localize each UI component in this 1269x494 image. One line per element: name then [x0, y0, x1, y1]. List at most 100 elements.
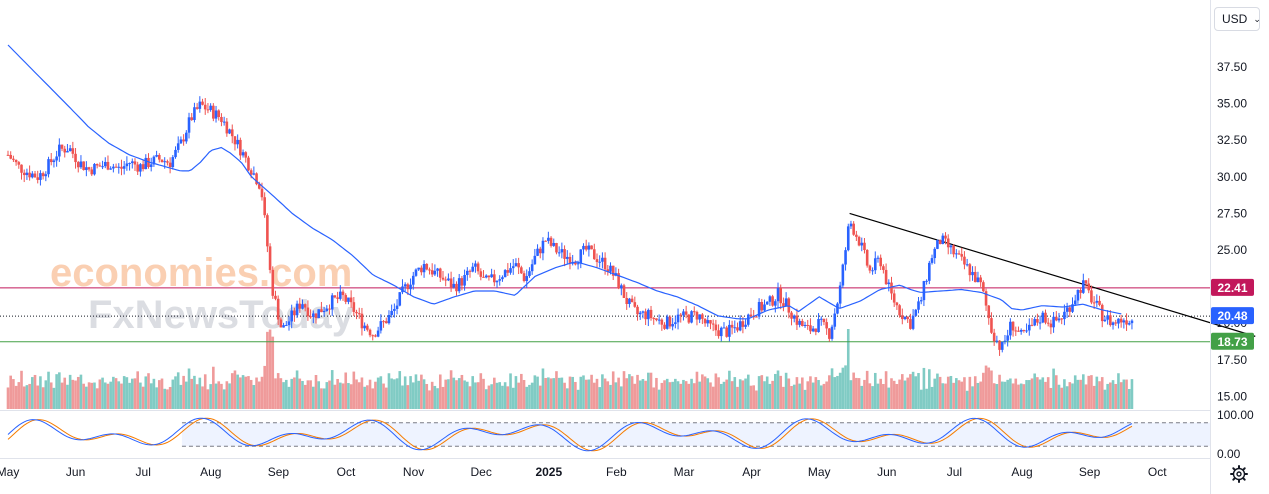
volume-bar: [139, 382, 142, 409]
candle-body: [195, 107, 199, 109]
candle-body: [990, 318, 993, 333]
candle-body: [876, 257, 880, 259]
candle-body: [963, 256, 966, 265]
volume-bar: [447, 379, 450, 409]
volume-bar: [312, 386, 315, 409]
gear-icon[interactable]: [1229, 464, 1249, 484]
candle-body: [436, 268, 439, 271]
candle-body: [1111, 322, 1115, 326]
volume-bar: [474, 382, 477, 409]
x-tick-label: Oct: [1148, 465, 1167, 479]
candle-body: [979, 277, 982, 283]
volume-bar: [36, 385, 40, 409]
candle-body: [122, 166, 126, 169]
volume-bar: [493, 377, 496, 409]
candle-body: [449, 278, 453, 288]
candle-body: [141, 164, 145, 170]
candle-body: [936, 240, 939, 249]
candle-body: [433, 270, 437, 275]
volume-bar: [882, 383, 885, 409]
volume-bar: [768, 383, 772, 409]
volume-bar: [592, 382, 596, 409]
volume-bar: [274, 378, 277, 409]
currency-select[interactable]: USD ⌄: [1214, 7, 1261, 31]
volume-bar: [117, 381, 121, 409]
candle-body: [701, 314, 704, 319]
volume-bar: [992, 383, 996, 409]
candle-body: [1060, 318, 1064, 320]
candle-body: [33, 173, 37, 178]
volume-bar: [106, 383, 110, 409]
volume-bar: [536, 376, 539, 409]
candle-body: [460, 278, 464, 286]
candle-body: [906, 316, 910, 320]
volume-bar: [549, 378, 553, 409]
volume-bar: [717, 377, 720, 409]
candle-body: [1049, 323, 1053, 328]
volume-bar: [787, 378, 791, 409]
candle-body: [533, 255, 537, 265]
volume-bar: [638, 380, 642, 409]
candle-body: [28, 172, 31, 178]
volume-bar: [895, 384, 899, 409]
volume-bar: [933, 378, 937, 409]
watermark: economies.com FxNewsToday: [50, 251, 355, 337]
volume-bar: [582, 375, 585, 409]
candle-body: [144, 157, 148, 170]
candle-body: [998, 340, 1001, 350]
candle-body: [1000, 341, 1004, 350]
candle-body: [792, 315, 796, 319]
candle-body: [611, 265, 615, 276]
candle-body: [287, 321, 291, 326]
candle-body: [628, 298, 631, 304]
y-tick-label: 27.50: [1217, 206, 1247, 220]
candle-body: [466, 270, 469, 275]
candle-body: [152, 156, 156, 165]
candle-body: [555, 243, 558, 253]
descending-trendline: [849, 212, 1256, 337]
candle-body: [409, 284, 412, 290]
candle-body: [225, 121, 229, 134]
candle-body: [674, 322, 677, 325]
volume-bar: [482, 378, 485, 409]
candle-body: [22, 172, 26, 176]
candle-body: [655, 318, 658, 321]
candle-body: [349, 297, 353, 303]
candle-body: [873, 258, 877, 271]
volume-bar: [390, 378, 393, 409]
volume-bar: [595, 378, 599, 409]
candle-body: [1106, 315, 1109, 320]
candle-body: [1125, 320, 1128, 325]
volume-bar: [60, 382, 64, 409]
volume-bar: [601, 374, 604, 409]
volume-bar: [233, 370, 237, 409]
candle-body: [755, 316, 758, 318]
candle-body: [395, 305, 399, 309]
volume-bar: [468, 386, 472, 409]
volume-bar: [663, 380, 666, 409]
volume-bar: [6, 387, 10, 409]
volume-bar: [438, 374, 442, 409]
candle-body: [1014, 330, 1018, 332]
volume-bar: [1130, 379, 1134, 409]
candle-body: [1009, 321, 1012, 336]
volume-bar: [182, 375, 185, 409]
candle-body: [87, 167, 91, 170]
volume-bar: [1125, 379, 1128, 409]
candle-body: [836, 303, 839, 314]
candle-body: [657, 319, 661, 321]
candle-body: [363, 325, 366, 329]
volume-bar: [817, 380, 820, 409]
candle-body: [1025, 330, 1028, 332]
candle-body: [68, 148, 72, 151]
candle-body: [976, 277, 980, 283]
resistance-price-label: 22.41: [1217, 281, 1247, 295]
candle-body: [239, 139, 242, 156]
candle-body: [719, 327, 723, 337]
volume-bar: [293, 377, 296, 409]
volume-bar: [1117, 373, 1120, 409]
volume-bar: [671, 381, 674, 409]
volume-bar: [495, 382, 499, 409]
candle-body: [560, 249, 564, 253]
